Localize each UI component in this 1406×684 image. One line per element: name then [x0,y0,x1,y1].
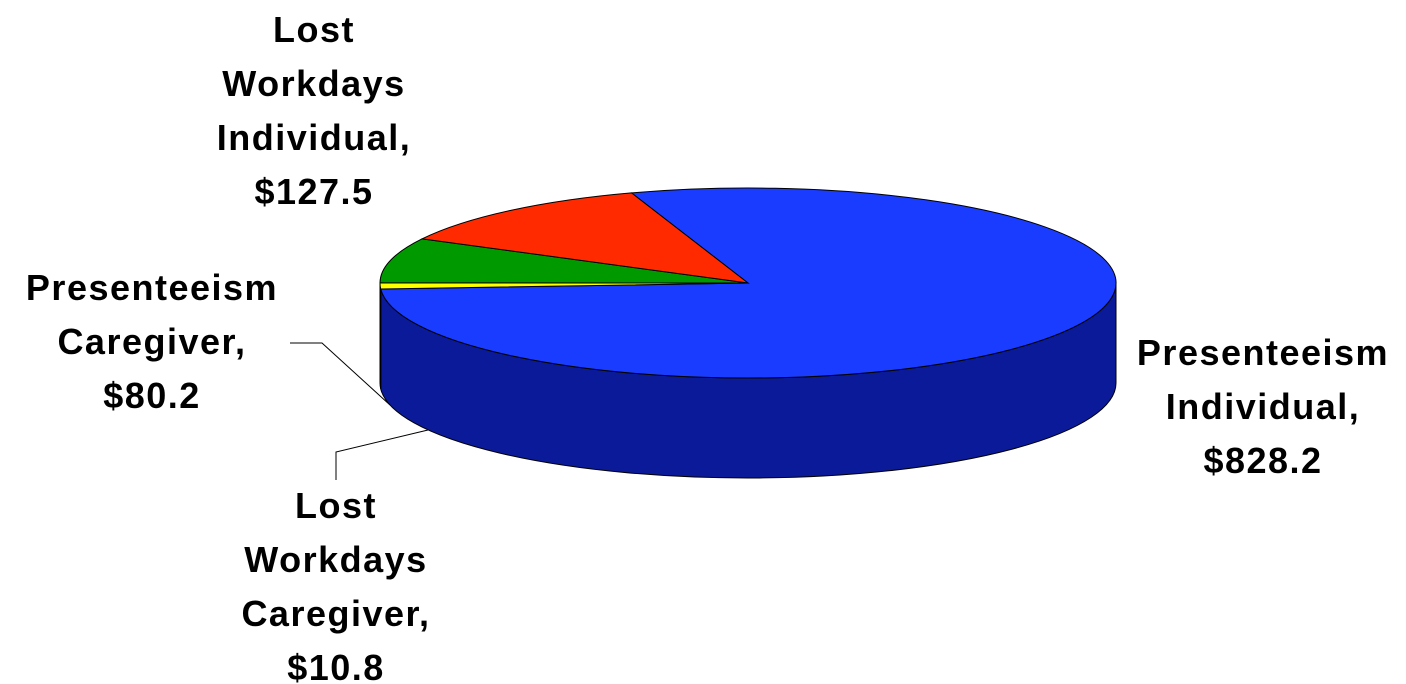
leader-line-presenteeism-caregiver [290,342,391,406]
slice-label-line: Workdays [244,539,427,580]
slice-label-lost-workdays-individual: Lost Workdays Individual, $127.5 [217,9,412,212]
slice-label-line: $127.5 [254,171,373,212]
slice-label-line: Presenteeism [26,267,278,308]
slice-label-line: Lost [295,485,377,526]
slice-label-line: $10.8 [287,647,385,684]
slice-label-line: $80.2 [103,375,201,416]
pie-top-layer [379,187,1117,379]
slice-presenteeism-caregiver [379,238,749,284]
slice-label-line: $828.2 [1203,440,1322,481]
slice-label-line: Individual, [217,117,412,158]
leader-line-lost-workdays-caregiver [335,429,429,480]
slice-label-lost-workdays-caregiver: Lost Workdays Caregiver, $10.8 [241,485,430,684]
slice-label-line: Lost [273,9,355,50]
slice-side-lost-workdays-caregiver [379,282,382,390]
slice-lost-workdays-individual [420,192,750,284]
slice-label-presenteeism-individual: Presenteeism Individual, $828.2 [1137,332,1389,481]
slice-label-line: Caregiver, [57,321,246,362]
slice-label-line: Caregiver, [241,593,430,634]
slice-label-presenteeism-caregiver: Presenteeism Caregiver, $80.2 [26,267,278,416]
slice-label-line: Individual, [1166,386,1361,427]
label-layer: Presenteeism Individual, $828.2 Lost Workday… [26,9,1389,684]
slice-label-line: Workdays [222,63,405,104]
leader-line-layer [290,342,429,480]
slice-label-line: Presenteeism [1137,332,1389,373]
